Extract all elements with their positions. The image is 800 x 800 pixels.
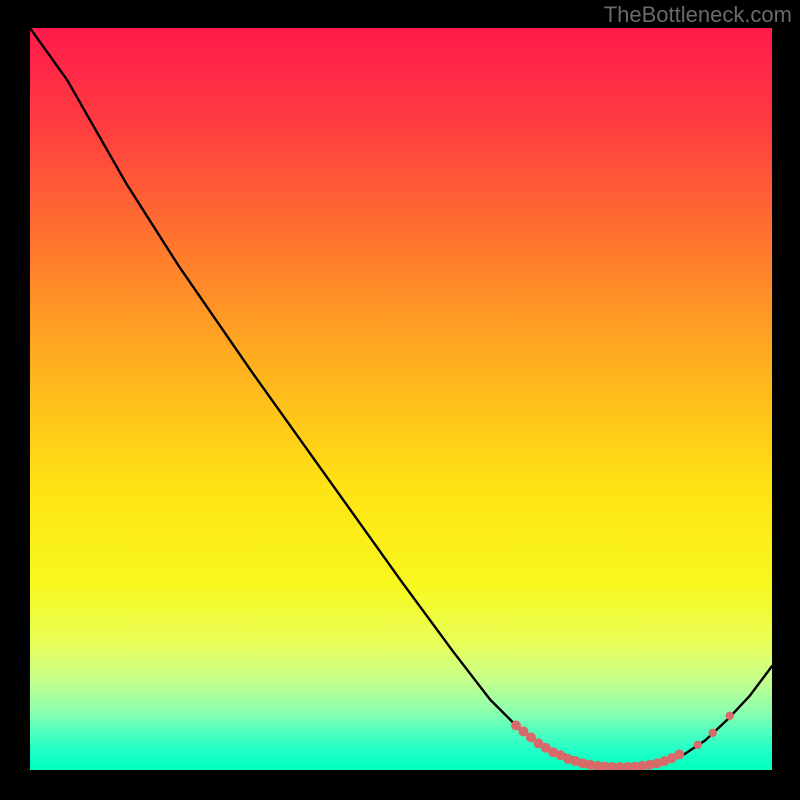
chart-frame: TheBottleneck.com bbox=[0, 0, 800, 800]
marker-dot bbox=[708, 729, 716, 737]
marker-dot bbox=[694, 741, 702, 749]
plot-svg bbox=[30, 28, 772, 770]
plot-area bbox=[30, 28, 772, 770]
marker-dot bbox=[726, 712, 734, 720]
watermark-text: TheBottleneck.com bbox=[604, 2, 792, 28]
marker-dot bbox=[674, 749, 684, 759]
gradient-background bbox=[30, 28, 772, 770]
